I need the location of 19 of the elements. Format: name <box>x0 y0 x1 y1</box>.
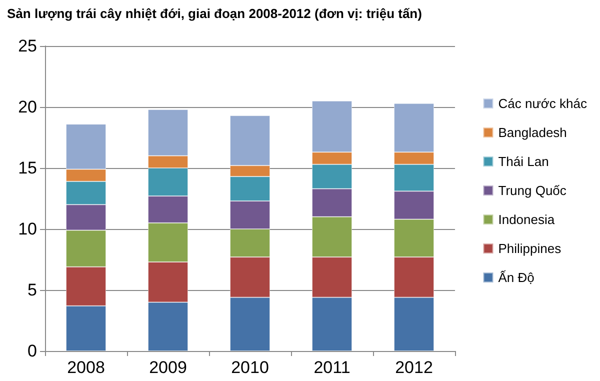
y-tick-label: 10 <box>18 220 37 238</box>
legend-label: Trung Quốc <box>498 183 567 198</box>
x-tick-label: 2008 <box>67 358 105 377</box>
x-tick-label: 2012 <box>395 358 433 377</box>
legend-label: Các nước khác <box>498 96 588 111</box>
x-tick-label: 2011 <box>314 358 350 377</box>
y-tick-label: 20 <box>18 98 37 116</box>
legend-label: Bangladesh <box>498 125 567 140</box>
y-tick-label: 15 <box>18 158 37 178</box>
y-tick-label: 25 <box>18 36 37 56</box>
legend-label: Ấn Độ <box>498 270 534 285</box>
x-tick-label: 2009 <box>149 358 187 377</box>
y-tick-label: 0 <box>28 342 37 360</box>
legend-label: Thái Lan <box>498 154 549 169</box>
legend-label: Philippines <box>498 241 562 256</box>
y-tick-label: 5 <box>28 280 37 300</box>
legend-label: Indonesia <box>498 212 556 227</box>
chart-title: Sản lượng trái cây nhiệt đới, giai đoạn 2008-2012 (đơn vị: triệu tấn) <box>7 6 422 21</box>
x-tick-label: 2010 <box>231 358 269 377</box>
